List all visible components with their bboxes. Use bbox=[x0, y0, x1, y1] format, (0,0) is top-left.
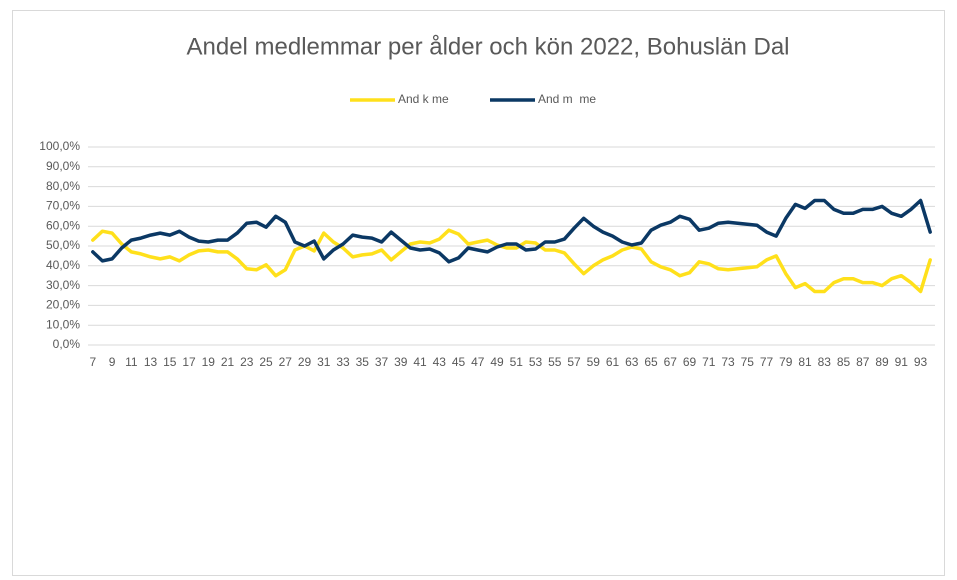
y-tick-label: 100,0% bbox=[39, 139, 80, 153]
x-tick-label: 37 bbox=[375, 355, 389, 369]
x-tick-label: 51 bbox=[510, 355, 524, 369]
y-tick-label: 90,0% bbox=[46, 159, 80, 173]
chart-title: Andel medlemmar per ålder och kön 2022, … bbox=[186, 33, 789, 60]
x-tick-label: 93 bbox=[914, 355, 928, 369]
line-series bbox=[91, 198, 932, 264]
y-tick-label: 40,0% bbox=[46, 258, 80, 272]
x-tick-label: 31 bbox=[317, 355, 331, 369]
x-tick-label: 27 bbox=[279, 355, 293, 369]
x-tick-label: 67 bbox=[664, 355, 678, 369]
x-tick-label: 45 bbox=[452, 355, 466, 369]
x-tick-label: 41 bbox=[413, 355, 427, 369]
x-tick-label: 13 bbox=[144, 355, 158, 369]
x-tick-label: 73 bbox=[721, 355, 735, 369]
x-tick-label: 47 bbox=[471, 355, 485, 369]
x-tick-label: 71 bbox=[702, 355, 716, 369]
x-tick-label: 29 bbox=[298, 355, 312, 369]
x-tick-label: 57 bbox=[567, 355, 581, 369]
y-tick-label: 20,0% bbox=[46, 298, 80, 312]
x-tick-label: 89 bbox=[875, 355, 889, 369]
y-tick-label: 0,0% bbox=[53, 337, 81, 351]
x-tick-label: 53 bbox=[529, 355, 543, 369]
x-tick-label: 15 bbox=[163, 355, 177, 369]
x-tick-label: 49 bbox=[490, 355, 504, 369]
x-tick-label: 85 bbox=[837, 355, 851, 369]
y-tick-label: 50,0% bbox=[46, 238, 80, 252]
y-tick-label: 70,0% bbox=[46, 199, 80, 213]
line-series bbox=[91, 228, 932, 294]
y-tick-label: 10,0% bbox=[46, 317, 80, 331]
x-tick-label: 33 bbox=[336, 355, 350, 369]
x-tick-label: 17 bbox=[182, 355, 196, 369]
x-tick-label: 65 bbox=[644, 355, 658, 369]
x-tick-label: 43 bbox=[433, 355, 447, 369]
legend-label: And k me bbox=[398, 92, 449, 106]
x-tick-label: 83 bbox=[818, 355, 832, 369]
x-tick-label: 91 bbox=[895, 355, 909, 369]
x-tick-label: 87 bbox=[856, 355, 870, 369]
x-tick-label: 61 bbox=[606, 355, 620, 369]
x-tick-label: 23 bbox=[240, 355, 254, 369]
x-tick-label: 77 bbox=[760, 355, 774, 369]
x-tick-label: 7 bbox=[89, 355, 96, 369]
x-tick-label: 81 bbox=[798, 355, 812, 369]
x-tick-label: 59 bbox=[587, 355, 601, 369]
x-tick-label: 21 bbox=[221, 355, 235, 369]
x-tick-label: 35 bbox=[356, 355, 370, 369]
y-tick-label: 80,0% bbox=[46, 179, 80, 193]
x-tick-label: 79 bbox=[779, 355, 793, 369]
x-tick-label: 75 bbox=[741, 355, 755, 369]
legend-label: And m me bbox=[538, 92, 596, 106]
y-tick-label: 30,0% bbox=[46, 278, 80, 292]
y-tick-label: 60,0% bbox=[46, 218, 80, 232]
x-tick-label: 55 bbox=[548, 355, 562, 369]
x-tick-label: 69 bbox=[683, 355, 697, 369]
x-tick-label: 25 bbox=[259, 355, 273, 369]
x-tick-label: 39 bbox=[394, 355, 408, 369]
x-tick-label: 9 bbox=[109, 355, 116, 369]
x-tick-label: 63 bbox=[625, 355, 639, 369]
x-tick-label: 11 bbox=[125, 355, 138, 369]
x-tick-label: 19 bbox=[202, 355, 216, 369]
chart-frame bbox=[12, 10, 945, 576]
